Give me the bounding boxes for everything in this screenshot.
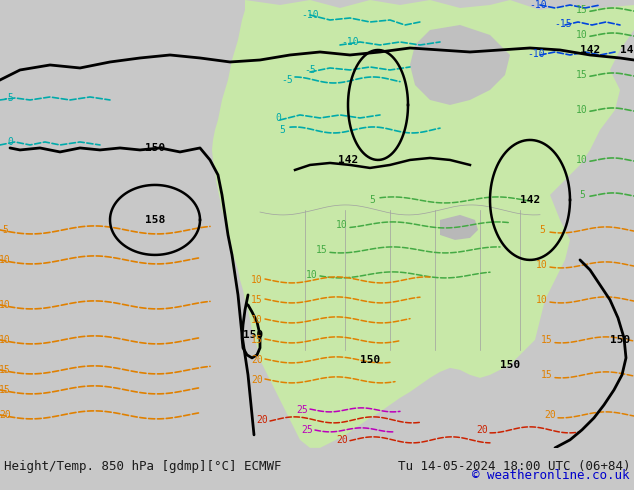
Text: 10: 10 [336, 220, 348, 230]
Text: 15: 15 [251, 295, 263, 305]
Text: 10: 10 [576, 30, 588, 40]
Text: 142: 142 [520, 195, 540, 205]
Text: 5: 5 [579, 190, 585, 200]
Text: 158: 158 [145, 215, 165, 225]
Text: Tu 14-05-2024 18:00 UTC (06+84): Tu 14-05-2024 18:00 UTC (06+84) [398, 460, 630, 473]
Polygon shape [212, 0, 634, 448]
Polygon shape [440, 215, 478, 240]
Text: 15: 15 [316, 245, 328, 255]
Text: 10: 10 [251, 315, 263, 325]
Text: -5: -5 [304, 65, 316, 75]
Text: 5: 5 [539, 225, 545, 235]
Text: -5: -5 [281, 75, 293, 85]
Text: 0: 0 [7, 137, 13, 147]
Text: -10: -10 [301, 10, 319, 20]
Text: 142: 142 [338, 155, 358, 165]
Text: 15: 15 [576, 70, 588, 80]
Text: 5: 5 [2, 225, 8, 235]
Text: 20: 20 [336, 435, 348, 445]
Text: 20: 20 [251, 355, 263, 365]
Text: 10: 10 [251, 275, 263, 285]
Polygon shape [410, 25, 510, 105]
Text: -5: -5 [2, 93, 14, 103]
Text: 15: 15 [541, 335, 553, 345]
Text: 150: 150 [243, 330, 263, 340]
Text: 5: 5 [279, 125, 285, 135]
Text: 10: 10 [306, 270, 318, 280]
Text: -10: -10 [527, 49, 545, 59]
Text: © weatheronline.co.uk: © weatheronline.co.uk [472, 469, 630, 482]
Text: 10: 10 [0, 255, 11, 265]
Text: 10: 10 [536, 295, 548, 305]
Text: Height/Temp. 850 hPa [gdmp][°C] ECMWF: Height/Temp. 850 hPa [gdmp][°C] ECMWF [4, 460, 281, 473]
Text: 15: 15 [251, 335, 263, 345]
Text: 10: 10 [0, 335, 11, 345]
Text: 150: 150 [500, 360, 520, 370]
Text: 20: 20 [256, 415, 268, 425]
Text: 20: 20 [251, 375, 263, 385]
Text: 150: 150 [145, 143, 165, 153]
Text: -10: -10 [341, 37, 359, 47]
Text: 10: 10 [536, 260, 548, 270]
Text: -15: -15 [554, 19, 572, 29]
Text: 20: 20 [544, 410, 556, 420]
Text: 15: 15 [541, 370, 553, 380]
Text: 15: 15 [0, 365, 11, 375]
Text: 10: 10 [0, 300, 11, 310]
Text: -10: -10 [529, 0, 547, 10]
Text: 15: 15 [0, 385, 11, 395]
Text: 20: 20 [0, 410, 11, 420]
Text: 25: 25 [301, 425, 313, 435]
Text: 10: 10 [576, 105, 588, 115]
Text: 142: 142 [580, 45, 600, 55]
Text: 25: 25 [296, 405, 308, 415]
Text: 150: 150 [610, 335, 630, 345]
Text: 150: 150 [360, 355, 380, 365]
Text: 15: 15 [576, 5, 588, 15]
Text: 0: 0 [275, 113, 281, 123]
Text: 20: 20 [476, 425, 488, 435]
Text: 10: 10 [576, 155, 588, 165]
Text: 5: 5 [369, 195, 375, 205]
Text: 142: 142 [620, 45, 634, 55]
